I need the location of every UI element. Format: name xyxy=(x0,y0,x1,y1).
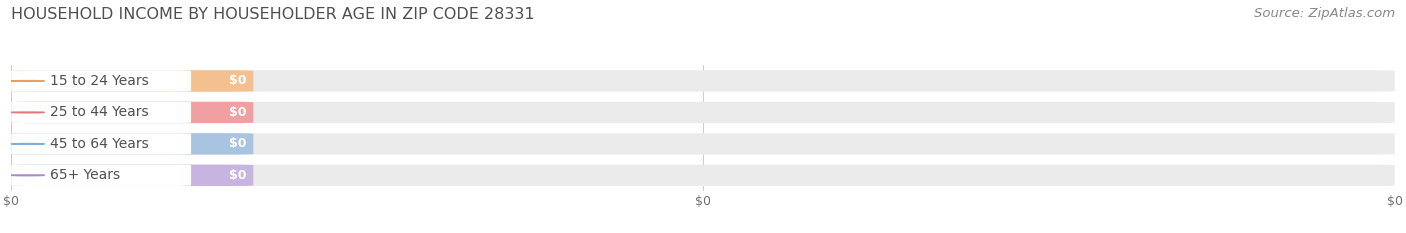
Text: 25 to 44 Years: 25 to 44 Years xyxy=(51,105,149,120)
FancyBboxPatch shape xyxy=(11,102,253,123)
FancyBboxPatch shape xyxy=(11,133,253,154)
Text: 45 to 64 Years: 45 to 64 Years xyxy=(51,137,149,151)
Text: $0: $0 xyxy=(229,106,246,119)
FancyBboxPatch shape xyxy=(11,102,1395,123)
Text: 15 to 24 Years: 15 to 24 Years xyxy=(51,74,149,88)
FancyBboxPatch shape xyxy=(11,102,191,123)
FancyBboxPatch shape xyxy=(11,165,1395,186)
FancyBboxPatch shape xyxy=(11,133,1395,154)
FancyBboxPatch shape xyxy=(11,133,191,154)
FancyBboxPatch shape xyxy=(11,165,253,186)
Text: $0: $0 xyxy=(229,169,246,182)
Circle shape xyxy=(11,175,45,176)
Text: HOUSEHOLD INCOME BY HOUSEHOLDER AGE IN ZIP CODE 28331: HOUSEHOLD INCOME BY HOUSEHOLDER AGE IN Z… xyxy=(11,7,534,22)
FancyBboxPatch shape xyxy=(11,70,253,92)
Text: $0: $0 xyxy=(229,137,246,150)
FancyBboxPatch shape xyxy=(11,165,191,186)
FancyBboxPatch shape xyxy=(11,70,1395,92)
Text: Source: ZipAtlas.com: Source: ZipAtlas.com xyxy=(1254,7,1395,20)
Text: 65+ Years: 65+ Years xyxy=(51,168,120,182)
Text: $0: $0 xyxy=(229,75,246,87)
Circle shape xyxy=(11,112,45,113)
FancyBboxPatch shape xyxy=(11,70,191,92)
